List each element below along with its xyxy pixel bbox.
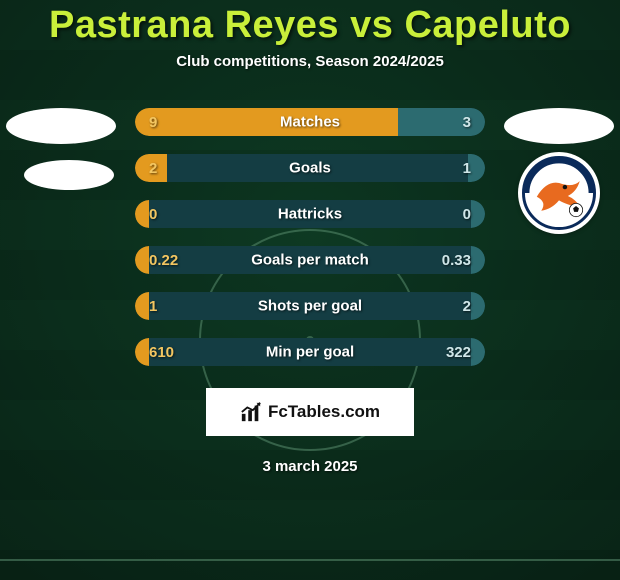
- stat-label: Shots per goal: [135, 298, 485, 315]
- stat-label: Goals: [135, 160, 485, 177]
- stat-row: 610Min per goal322: [135, 338, 485, 366]
- stat-row: 2Goals1: [135, 154, 485, 182]
- stat-row: 9Matches3: [135, 108, 485, 136]
- stat-label: Hattricks: [135, 206, 485, 223]
- stat-row-text: 0.22Goals per match0.33: [135, 246, 485, 274]
- team-left-badge-ellipse-1: [6, 108, 116, 144]
- stat-left-value: 0.22: [149, 252, 178, 269]
- brand-text: FcTables.com: [268, 402, 380, 422]
- stat-label: Min per goal: [135, 344, 485, 361]
- team-right-crest: [518, 152, 600, 234]
- stat-row: 1Shots per goal2: [135, 292, 485, 320]
- stats-area: 9Matches32Goals10Hattricks00.22Goals per…: [0, 108, 620, 366]
- stat-left-value: 9: [149, 114, 157, 131]
- stat-right-value: 0: [463, 206, 471, 223]
- stat-left-value: 1: [149, 298, 157, 315]
- stat-rows: 9Matches32Goals10Hattricks00.22Goals per…: [135, 108, 485, 366]
- stat-row-text: 2Goals1: [135, 154, 485, 182]
- stat-right-value: 1: [463, 160, 471, 177]
- stat-row-text: 9Matches3: [135, 108, 485, 136]
- stat-right-value: 2: [463, 298, 471, 315]
- stat-row: 0.22Goals per match0.33: [135, 246, 485, 274]
- stat-left-value: 2: [149, 160, 157, 177]
- team-right-badge-ellipse: [504, 108, 614, 144]
- crest-icon: [522, 156, 596, 230]
- stat-left-value: 0: [149, 206, 157, 223]
- stat-row-text: 610Min per goal322: [135, 338, 485, 366]
- stat-right-value: 322: [446, 344, 471, 361]
- bars-up-icon: [240, 401, 262, 423]
- page-title: Pastrana Reyes vs Capeluto: [49, 4, 571, 47]
- stat-right-value: 3: [463, 114, 471, 131]
- team-left-badge-ellipse-2: [24, 160, 114, 190]
- stat-label: Matches: [135, 114, 485, 131]
- subtitle: Club competitions, Season 2024/2025: [176, 53, 444, 70]
- stat-left-value: 610: [149, 344, 174, 361]
- stat-row-text: 1Shots per goal2: [135, 292, 485, 320]
- stat-row-text: 0Hattricks0: [135, 200, 485, 228]
- stat-row: 0Hattricks0: [135, 200, 485, 228]
- stat-label: Goals per match: [135, 252, 485, 269]
- brand-box[interactable]: FcTables.com: [206, 388, 414, 436]
- date-text: 3 march 2025: [262, 458, 357, 475]
- stat-right-value: 0.33: [442, 252, 471, 269]
